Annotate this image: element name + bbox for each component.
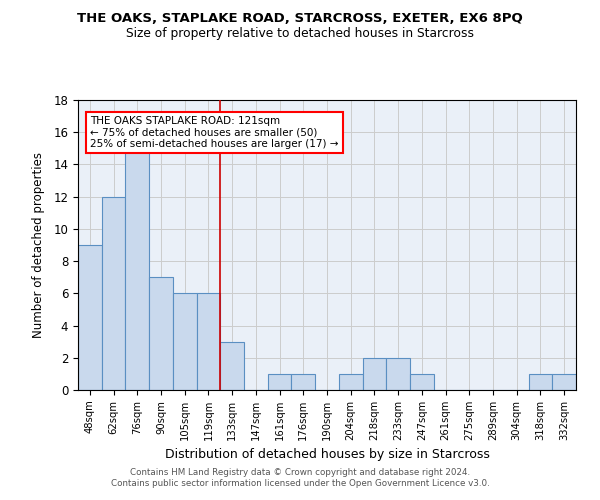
Bar — [292, 374, 315, 390]
Text: Contains HM Land Registry data © Crown copyright and database right 2024.
Contai: Contains HM Land Registry data © Crown c… — [110, 468, 490, 487]
X-axis label: Distribution of detached houses by size in Starcross: Distribution of detached houses by size … — [164, 448, 490, 462]
Bar — [386, 358, 410, 390]
Bar — [529, 374, 552, 390]
Text: Size of property relative to detached houses in Starcross: Size of property relative to detached ho… — [126, 28, 474, 40]
Y-axis label: Number of detached properties: Number of detached properties — [32, 152, 45, 338]
Bar — [552, 374, 576, 390]
Bar — [125, 148, 149, 390]
Bar — [149, 277, 173, 390]
Bar — [410, 374, 434, 390]
Bar — [268, 374, 292, 390]
Bar — [173, 294, 197, 390]
Text: THE OAKS STAPLAKE ROAD: 121sqm
← 75% of detached houses are smaller (50)
25% of : THE OAKS STAPLAKE ROAD: 121sqm ← 75% of … — [90, 116, 338, 150]
Bar — [78, 245, 102, 390]
Bar — [362, 358, 386, 390]
Bar — [102, 196, 125, 390]
Bar — [197, 294, 220, 390]
Bar — [220, 342, 244, 390]
Text: THE OAKS, STAPLAKE ROAD, STARCROSS, EXETER, EX6 8PQ: THE OAKS, STAPLAKE ROAD, STARCROSS, EXET… — [77, 12, 523, 26]
Bar — [339, 374, 362, 390]
